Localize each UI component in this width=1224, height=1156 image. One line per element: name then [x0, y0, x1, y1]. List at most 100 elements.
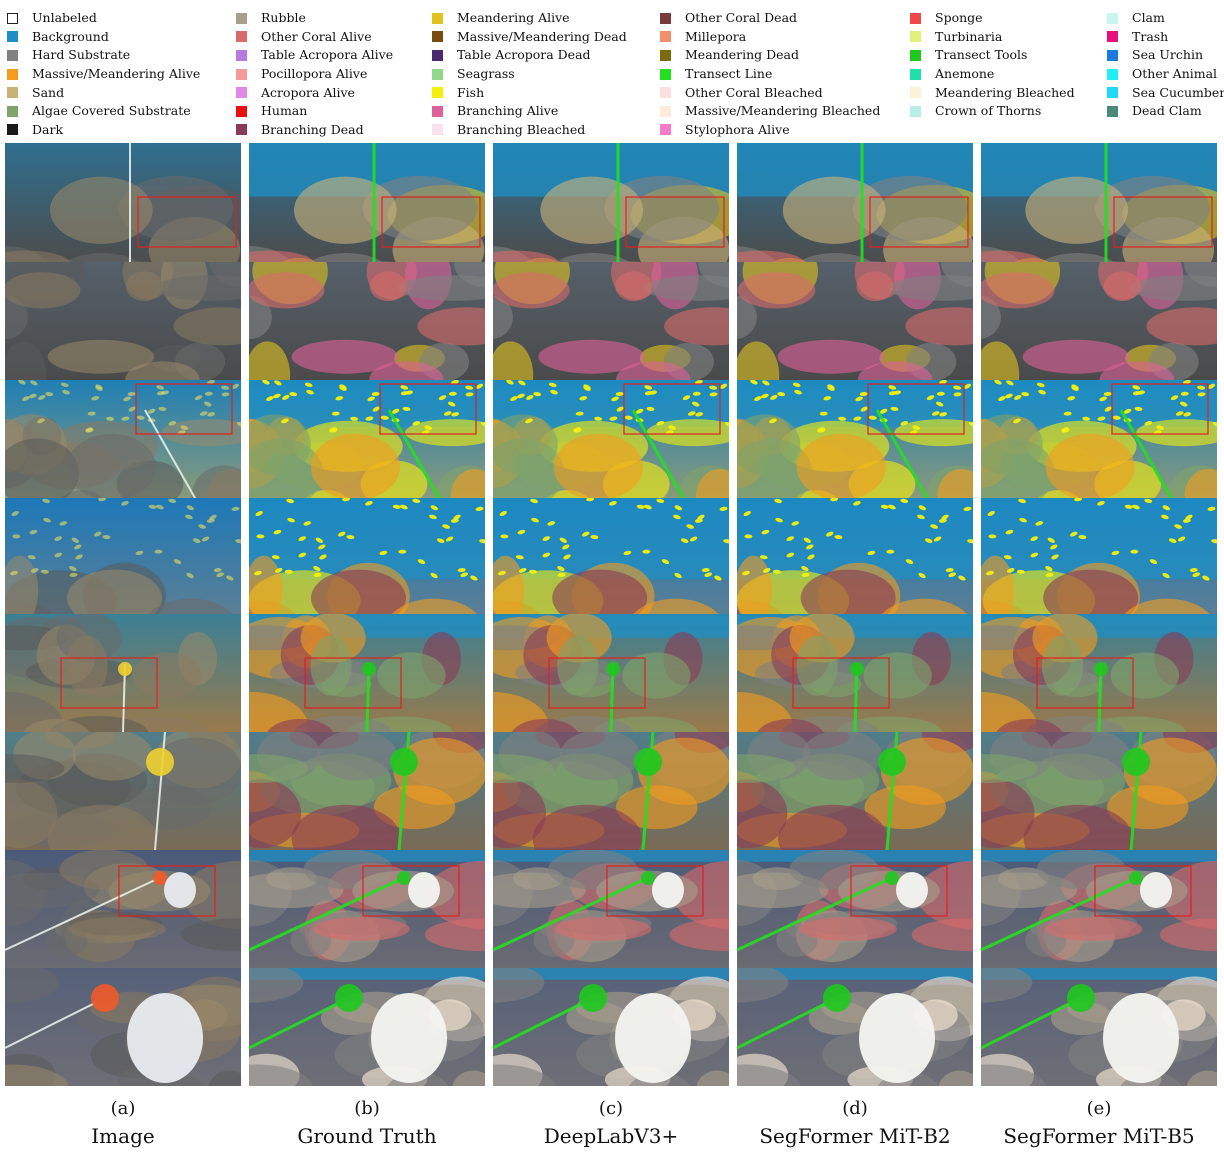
legend-swatch — [910, 31, 921, 43]
fish-mark — [1177, 536, 1186, 542]
coral-region — [737, 1064, 801, 1086]
legend-column: Unlabeled Background Hard Substrate Massive… — [7, 9, 200, 139]
legend-label: Branching Alive — [457, 103, 559, 119]
fish-mark — [680, 538, 689, 543]
fish-mark — [69, 572, 78, 577]
fish-mark — [953, 392, 962, 397]
legend-label: Transect Line — [685, 66, 773, 82]
fish-mark — [686, 524, 694, 529]
segmentation-mask-tile — [493, 498, 729, 614]
coral-region — [796, 433, 886, 498]
coral-region — [47, 339, 155, 374]
legend-entry: Algae Covered Substrate — [7, 102, 200, 121]
fish-mark — [156, 385, 165, 390]
coral-region — [291, 339, 399, 374]
fish-mark — [1018, 498, 1027, 504]
coral-region — [856, 271, 894, 302]
fish-mark — [128, 406, 136, 412]
fish-mark — [98, 498, 107, 502]
input-image-tile — [5, 143, 241, 262]
legend-swatch — [1107, 31, 1118, 43]
fish-mark — [838, 416, 847, 421]
fish-mark — [1097, 500, 1105, 506]
fish-mark — [635, 408, 644, 414]
coral-region — [941, 262, 973, 287]
fish-mark — [963, 506, 972, 511]
fish-mark — [256, 534, 265, 539]
fish-mark — [890, 406, 899, 411]
coral-region — [125, 271, 163, 302]
fish-mark — [1099, 396, 1107, 402]
fish-mark — [1045, 572, 1054, 577]
fish-mark — [939, 380, 947, 385]
fish-mark — [656, 421, 665, 426]
transect-tool — [634, 748, 662, 776]
fish-mark — [1211, 539, 1217, 544]
legend-swatch — [432, 124, 443, 136]
transect-line — [1119, 409, 1173, 498]
fish-mark — [912, 425, 921, 430]
legend-entry: Dead Clam — [1107, 102, 1224, 121]
fish-mark — [557, 566, 565, 572]
legend-swatch — [660, 105, 671, 117]
fish-mark — [480, 422, 485, 427]
input-image-tile — [5, 732, 241, 850]
legend-label: Millepora — [685, 28, 747, 44]
fish-mark — [1070, 531, 1078, 537]
fish-mark — [1132, 504, 1140, 510]
fish-mark — [1074, 498, 1083, 502]
legend-swatch — [236, 124, 247, 136]
coral-region — [424, 918, 485, 952]
fish-mark — [282, 394, 290, 400]
coral-region — [493, 968, 545, 1003]
fish-mark — [988, 534, 997, 539]
fish-mark — [255, 511, 263, 517]
fish-mark — [880, 504, 889, 509]
zoom-region-box — [623, 383, 721, 435]
fish-mark — [590, 535, 599, 540]
legend-entry: Other Coral Dead — [660, 9, 880, 28]
coral-region — [696, 1070, 729, 1086]
fish-mark — [12, 534, 21, 539]
coral-region — [47, 804, 157, 850]
zoom-region-box — [792, 657, 890, 709]
fish-mark — [562, 544, 570, 550]
fish-mark — [1047, 537, 1055, 543]
fish-mark — [465, 392, 474, 397]
fish-mark — [1097, 416, 1106, 421]
zoom-region-box — [1113, 196, 1213, 248]
bleached-coral — [615, 993, 691, 1083]
coral-region — [66, 433, 156, 498]
fish-mark — [1005, 393, 1013, 399]
transect-tool — [362, 662, 376, 676]
fish-mark — [1207, 383, 1216, 389]
fish-mark — [575, 411, 584, 416]
fish-mark — [518, 567, 527, 573]
segmentation-mask-tile — [737, 850, 973, 968]
legend-entry: Unlabeled — [7, 9, 200, 28]
coral-region — [1022, 339, 1130, 374]
fish-mark — [547, 521, 556, 526]
fish-mark — [1030, 536, 1039, 541]
fish-mark — [1182, 518, 1191, 523]
fish-mark — [443, 411, 452, 416]
coral-region — [644, 275, 729, 301]
fish-mark — [986, 570, 994, 576]
coral-region — [293, 176, 397, 244]
fish-mark — [1035, 521, 1044, 526]
coral-region — [737, 438, 813, 498]
fish-mark — [709, 392, 718, 397]
fish-mark — [450, 518, 459, 523]
coral-region — [857, 361, 933, 380]
legend-label: Other Coral Alive — [261, 28, 372, 44]
fish-mark — [479, 539, 485, 544]
coral-region — [5, 272, 81, 309]
zoom-region-box — [60, 657, 158, 709]
legend-label: Fish — [457, 84, 485, 100]
fish-mark — [826, 531, 834, 537]
coral-region — [1184, 469, 1217, 498]
bleached-coral — [896, 872, 928, 908]
fish-mark — [533, 392, 542, 397]
legend-label: Hard Substrate — [32, 47, 131, 63]
fish-mark — [834, 535, 843, 540]
